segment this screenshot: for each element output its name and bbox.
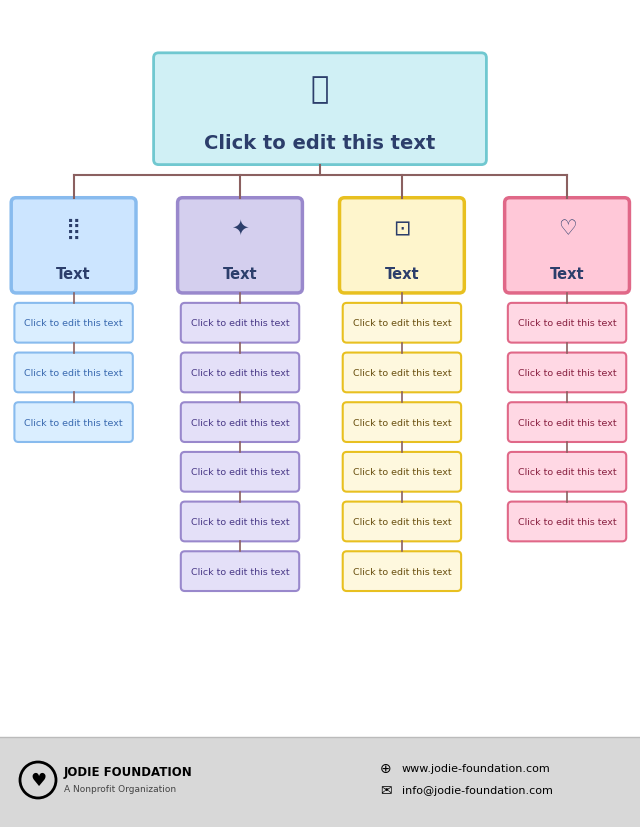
Text: Click to edit this text: Click to edit this text bbox=[353, 369, 451, 377]
Text: ✦: ✦ bbox=[231, 219, 249, 239]
Text: Click to edit this text: Click to edit this text bbox=[191, 567, 289, 576]
Text: ⊡: ⊡ bbox=[393, 219, 411, 239]
FancyBboxPatch shape bbox=[508, 452, 626, 492]
Bar bbox=[0, 737, 640, 827]
Text: Text: Text bbox=[56, 267, 91, 282]
Text: Click to edit this text: Click to edit this text bbox=[24, 319, 123, 327]
Text: www.jodie-foundation.com: www.jodie-foundation.com bbox=[402, 763, 551, 773]
FancyBboxPatch shape bbox=[343, 353, 461, 393]
FancyBboxPatch shape bbox=[508, 304, 626, 343]
FancyBboxPatch shape bbox=[508, 403, 626, 442]
Text: Click to edit this text: Click to edit this text bbox=[191, 518, 289, 526]
FancyBboxPatch shape bbox=[504, 198, 630, 294]
Text: Click to edit this text: Click to edit this text bbox=[191, 418, 289, 427]
Text: Click to edit this text: Click to edit this text bbox=[353, 418, 451, 427]
Text: Click to edit this text: Click to edit this text bbox=[204, 134, 436, 152]
Text: Text: Text bbox=[385, 267, 419, 282]
FancyBboxPatch shape bbox=[508, 502, 626, 542]
Text: Click to edit this text: Click to edit this text bbox=[518, 518, 616, 526]
FancyBboxPatch shape bbox=[12, 198, 136, 294]
Text: ♥: ♥ bbox=[30, 771, 46, 789]
Text: Click to edit this text: Click to edit this text bbox=[24, 418, 123, 427]
Text: Click to edit this text: Click to edit this text bbox=[353, 319, 451, 327]
FancyBboxPatch shape bbox=[339, 198, 465, 294]
Text: ⊕: ⊕ bbox=[380, 761, 392, 775]
Text: ✉: ✉ bbox=[380, 783, 392, 797]
Text: Text: Text bbox=[223, 267, 257, 282]
FancyBboxPatch shape bbox=[154, 54, 486, 165]
Text: info@jodie-foundation.com: info@jodie-foundation.com bbox=[402, 785, 553, 795]
Text: Click to edit this text: Click to edit this text bbox=[518, 369, 616, 377]
Text: A Nonprofit Organization: A Nonprofit Organization bbox=[64, 785, 176, 794]
FancyBboxPatch shape bbox=[343, 552, 461, 591]
Text: Click to edit this text: Click to edit this text bbox=[191, 319, 289, 327]
Text: 🖥: 🖥 bbox=[311, 75, 329, 104]
FancyBboxPatch shape bbox=[178, 198, 302, 294]
FancyBboxPatch shape bbox=[15, 304, 133, 343]
Text: Click to edit this text: Click to edit this text bbox=[518, 468, 616, 476]
FancyBboxPatch shape bbox=[181, 502, 300, 542]
Text: Click to edit this text: Click to edit this text bbox=[191, 468, 289, 476]
FancyBboxPatch shape bbox=[181, 452, 300, 492]
Text: Click to edit this text: Click to edit this text bbox=[24, 369, 123, 377]
Text: Text: Text bbox=[550, 267, 584, 282]
FancyBboxPatch shape bbox=[15, 403, 133, 442]
Text: Click to edit this text: Click to edit this text bbox=[353, 518, 451, 526]
FancyBboxPatch shape bbox=[343, 452, 461, 492]
Text: ♡: ♡ bbox=[557, 219, 577, 239]
FancyBboxPatch shape bbox=[343, 502, 461, 542]
Text: Click to edit this text: Click to edit this text bbox=[353, 567, 451, 576]
FancyBboxPatch shape bbox=[181, 403, 300, 442]
FancyBboxPatch shape bbox=[181, 304, 300, 343]
FancyBboxPatch shape bbox=[343, 304, 461, 343]
Text: JODIE FOUNDATION: JODIE FOUNDATION bbox=[64, 766, 193, 778]
FancyBboxPatch shape bbox=[508, 353, 626, 393]
Text: Click to edit this text: Click to edit this text bbox=[191, 369, 289, 377]
Text: Click to edit this text: Click to edit this text bbox=[518, 418, 616, 427]
Text: ⣿: ⣿ bbox=[66, 219, 81, 239]
FancyBboxPatch shape bbox=[15, 353, 133, 393]
FancyBboxPatch shape bbox=[343, 403, 461, 442]
FancyBboxPatch shape bbox=[181, 353, 300, 393]
FancyBboxPatch shape bbox=[181, 552, 300, 591]
Text: Click to edit this text: Click to edit this text bbox=[353, 468, 451, 476]
Text: Click to edit this text: Click to edit this text bbox=[518, 319, 616, 327]
